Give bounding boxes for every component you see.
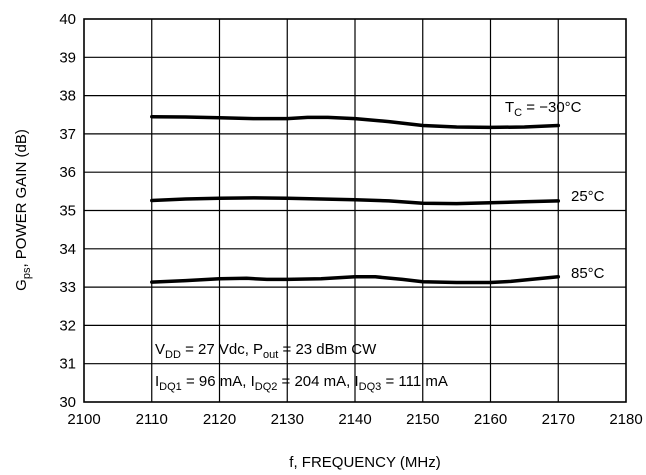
x-tick-label: 2140 <box>338 411 371 428</box>
plot-frame <box>83 18 627 403</box>
y-tick-label: 38 <box>59 88 76 105</box>
annotation-line: VDD = 27 Vdc, Pout = 23 dBm CW <box>155 341 377 361</box>
y-tick-label: 32 <box>59 317 76 334</box>
y-tick-label: 31 <box>59 356 76 373</box>
x-tick-label: 2150 <box>406 411 439 428</box>
series-group <box>150 114 561 285</box>
x-tick-label: 2180 <box>609 411 642 428</box>
y-tick-label: 40 <box>59 11 76 28</box>
series-label: 25°C <box>571 188 605 205</box>
x-tick-label: 2170 <box>542 411 575 428</box>
y-tick-label: 30 <box>59 394 76 411</box>
y-tick-label: 35 <box>59 203 76 220</box>
x-tick-label: 2100 <box>67 411 100 428</box>
annotation-line: IDQ1 = 96 mA, IDQ2 = 204 mA, IDQ3 = 111 … <box>155 373 448 393</box>
x-tick-labels: 2100 2110 2120 2130 2140 2150 2160 2170 2180 <box>67 411 642 428</box>
series-label: TC = −30°C <box>505 99 582 119</box>
series-line <box>150 196 561 206</box>
y-axis-label-sub: ps <box>21 267 33 279</box>
y-tick-label: 33 <box>59 279 76 296</box>
series-line <box>150 114 561 130</box>
grid-lines <box>84 19 626 402</box>
x-axis-label: f, FREQUENCY (MHz) <box>289 454 440 471</box>
x-tick-label: 2160 <box>474 411 507 428</box>
series-label: 85°C <box>571 265 605 282</box>
x-tick-label: 2130 <box>271 411 304 428</box>
y-tick-label: 34 <box>59 241 76 258</box>
x-tick-label: 2120 <box>203 411 236 428</box>
y-tick-labels: 30 31 32 33 34 35 36 37 38 39 40 <box>59 11 76 411</box>
y-axis-label: Gps, POWER GAIN (dB) <box>13 129 33 291</box>
bias-conditions-annotation: VDD = 27 Vdc, Pout = 23 dBm CW IDQ1 = 96 … <box>155 341 448 393</box>
y-tick-label: 37 <box>59 126 76 143</box>
y-axis-label-rest: , POWER GAIN (dB) <box>13 129 30 267</box>
x-tick-label: 2110 <box>136 411 168 428</box>
series-line <box>150 275 561 285</box>
y-tick-label: 36 <box>59 164 76 181</box>
y-tick-label: 39 <box>59 49 76 66</box>
y-axis-label-main: G <box>13 279 30 291</box>
series-labels: TC = −30°C 25°C 85°C <box>505 99 605 282</box>
